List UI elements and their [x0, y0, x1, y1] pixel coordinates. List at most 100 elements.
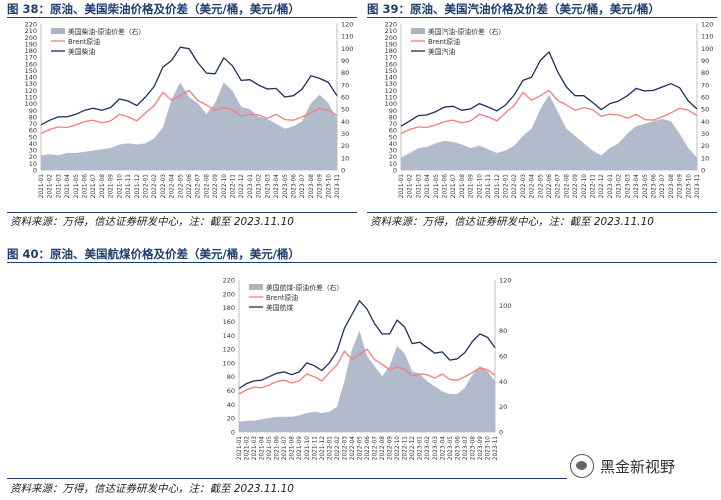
x-tick-label: 2022-11 — [231, 174, 237, 199]
y-tick-left: 100 — [385, 100, 397, 108]
source-rule-39 — [367, 212, 717, 213]
figure-source-40: 资料来源：万得，信达证券研发中心，注：截至 2023.11.10 — [10, 483, 294, 495]
x-tick-label: 2022-07 — [196, 174, 202, 199]
x-tick-label: 2021-06 — [443, 174, 449, 199]
x-tick-label: 2022-09 — [388, 436, 394, 461]
y-tick-right: 120 — [499, 277, 511, 285]
y-tick-left: 200 — [385, 34, 397, 42]
title-rule-39 — [367, 17, 717, 18]
x-tick-label: 2023-02 — [257, 174, 263, 199]
legend-label: 美国汽油 — [428, 47, 455, 56]
legend-swatch — [51, 28, 65, 34]
legend-label: 美国航煤 — [266, 303, 293, 312]
x-tick-label: 2022-01 — [503, 174, 509, 199]
x-tick-label: 2022-07 — [556, 174, 562, 199]
series-line-3 — [400, 51, 698, 127]
y-tick-left: 40 — [29, 140, 37, 148]
x-tick-label: 2022-02 — [512, 174, 518, 199]
x-tick-label: 2022-12 — [410, 436, 416, 461]
y-tick-right: 20 — [499, 403, 507, 411]
y-tick-left: 50 — [29, 133, 37, 141]
x-tick-label: 2023-08 — [309, 174, 315, 199]
y-tick-left: 200 — [25, 34, 37, 42]
x-tick-label: 2022-03 — [521, 174, 527, 199]
x-tick-label: 2021-03 — [56, 174, 62, 199]
figure-source-38: 资料来源：万得，信达证券研发中心，注：截至 2023.11.10 — [10, 216, 294, 228]
legend-label: 美国航煤-原油价差（右） — [266, 283, 343, 292]
watermark: 黑金新视野 — [570, 452, 675, 480]
x-tick-label: 2023-05 — [643, 174, 649, 199]
x-tick-label: 2022-11 — [403, 436, 409, 461]
y-tick-left: 170 — [385, 54, 397, 62]
x-tick-label: 2022-04 — [350, 436, 356, 461]
x-tick-label: 2023-10 — [326, 174, 332, 199]
chart-fig40: 0 20 40 60 80 100 120 140 160 180 200 220 0 20 40 60 80 1… — [223, 277, 512, 461]
chart-fig39: 0102030405060708090100110120130140150160… — [385, 21, 714, 199]
x-tick-label: 2021-09 — [469, 174, 475, 199]
title-rule-40 — [7, 262, 717, 263]
x-tick-label: 2022-09 — [573, 174, 579, 199]
y-tick-left: 130 — [25, 80, 37, 88]
x-tick-label: 2021-06 — [275, 436, 281, 461]
y-tick-right: 30 — [701, 130, 709, 138]
series-area-1 — [41, 82, 337, 170]
x-tick-label: 2022-06 — [547, 174, 553, 199]
x-tick-label: 2021-03 — [252, 436, 258, 461]
x-tick-label: 2021-12 — [135, 174, 141, 199]
x-tick-label: 2022-09 — [213, 174, 219, 199]
x-tick-label: 2021-03 — [416, 174, 422, 199]
y-tick-left: 120 — [25, 87, 37, 95]
y-tick-left: 20 — [227, 415, 235, 423]
y-tick-left: 0 — [33, 167, 37, 175]
y-tick-left: 80 — [29, 113, 37, 121]
x-tick-label: 2021-10 — [477, 174, 483, 199]
x-tick-label: 2021-04 — [260, 436, 266, 461]
y-tick-left: 160 — [223, 318, 235, 326]
y-tick-left: 190 — [25, 40, 37, 48]
x-tick-label: 2023-11 — [493, 436, 499, 461]
x-tick-label: 2021-01 — [399, 174, 405, 199]
y-tick-left: 40 — [227, 401, 235, 409]
x-tick-label: 2022-01 — [143, 174, 149, 199]
y-tick-left: 120 — [385, 87, 397, 95]
y-tick-left: 80 — [389, 113, 397, 121]
x-tick-label: 2022-04 — [170, 174, 176, 199]
x-tick-label: 2023-09 — [318, 174, 324, 199]
x-tick-label: 2021-04 — [65, 174, 71, 199]
y-tick-right: 40 — [341, 118, 349, 126]
x-tick-label: 2022-05 — [178, 174, 184, 199]
x-tick-label: 2023-06 — [455, 436, 461, 461]
y-tick-left: 70 — [389, 120, 397, 128]
x-tick-label: 2021-05 — [74, 174, 80, 199]
x-tick-label: 2023-01 — [608, 174, 614, 199]
y-tick-left: 30 — [389, 147, 397, 155]
x-tick-label: 2021-02 — [245, 436, 251, 461]
x-tick-label: 2023-05 — [283, 174, 289, 199]
x-tick-label: 2023-03 — [265, 174, 271, 199]
x-tick-label: 2023-07 — [660, 174, 666, 199]
y-tick-left: 140 — [223, 332, 235, 340]
x-tick-label: 2022-11 — [591, 174, 597, 199]
x-tick-label: 2021-10 — [305, 436, 311, 461]
x-tick-label: 2023-07 — [463, 436, 469, 461]
y-tick-left: 90 — [389, 107, 397, 115]
y-tick-left: 0 — [231, 429, 235, 437]
y-tick-right: 60 — [341, 94, 349, 102]
x-tick-label: 2022-02 — [152, 174, 158, 199]
y-tick-right: 80 — [341, 69, 349, 77]
y-tick-left: 110 — [385, 94, 397, 102]
y-tick-right: 80 — [701, 69, 709, 77]
x-tick-label: 2023-04 — [634, 174, 640, 199]
legend-label: Brent原油 — [68, 37, 100, 46]
x-tick-label: 2021-05 — [267, 436, 273, 461]
y-tick-right: 120 — [701, 21, 713, 29]
x-tick-label: 2022-02 — [335, 436, 341, 461]
y-tick-left: 10 — [29, 160, 37, 168]
y-tick-left: 180 — [223, 304, 235, 312]
source-rule-38 — [7, 212, 357, 213]
x-tick-label: 2021-12 — [320, 436, 326, 461]
legend-label: 美国柴油 — [68, 47, 95, 56]
x-tick-label: 2022-05 — [538, 174, 544, 199]
y-tick-left: 90 — [29, 107, 37, 115]
y-tick-left: 210 — [385, 27, 397, 35]
